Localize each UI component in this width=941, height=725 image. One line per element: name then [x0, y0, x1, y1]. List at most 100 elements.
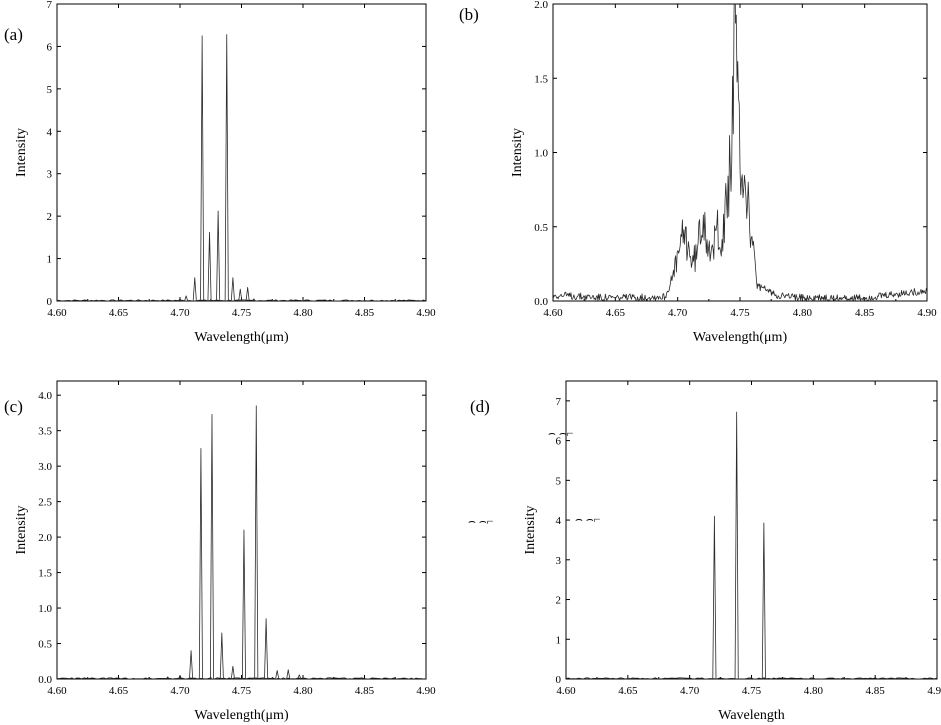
y-tick-label: 6	[556, 436, 562, 448]
x-tick-label: 4.90	[917, 307, 937, 319]
baseline-trace	[57, 299, 426, 301]
plot-frame	[56, 380, 427, 680]
spectral-peak	[245, 287, 250, 301]
x-tick-label: 4.70	[170, 307, 190, 319]
y-tick-label: 2.0	[38, 532, 52, 544]
series-group	[57, 34, 426, 301]
spectral-peak	[734, 411, 739, 679]
spectral-peak	[224, 34, 229, 301]
y-tick-label: 1	[556, 634, 562, 646]
x-tick-label: 4.60	[47, 685, 67, 697]
spectral-peak	[264, 618, 269, 679]
y-tick-label: 2.0	[534, 0, 548, 11]
x-tick-label: 4.65	[618, 685, 638, 697]
y-tick-label: 0	[556, 674, 562, 686]
x-axis-title: Wavelength(μm)	[194, 330, 289, 345]
spectral-peak	[254, 405, 259, 679]
y-tick-label: 5	[47, 84, 53, 96]
panel-label: (a)	[4, 25, 23, 44]
x-tick-label: 4.65	[109, 307, 129, 319]
x-tick-label: 4.70	[680, 685, 700, 697]
y-tick-label: 3.0	[38, 461, 52, 473]
y-tick-label: 1.5	[38, 568, 52, 580]
series-group	[57, 405, 426, 679]
y-tick-label: 2.5	[38, 497, 52, 509]
spectral-peak	[147, 677, 152, 679]
x-tick-label: 4.80	[804, 685, 824, 697]
x-tick-label: 4.75	[232, 685, 252, 697]
spectral-peak	[200, 35, 205, 301]
y-tick-label: 1.0	[38, 603, 52, 615]
y-tick-label: 1.5	[534, 73, 548, 85]
panel-label: (b)	[459, 5, 479, 24]
x-tick-label: 4.75	[742, 685, 762, 697]
x-tick-label: 4.90	[416, 307, 436, 319]
x-tick-label: 4.70	[668, 307, 688, 319]
spectral-peak	[230, 277, 235, 301]
spectral-peak	[178, 298, 182, 301]
y-tick-label: 2	[556, 595, 562, 607]
series-group	[553, 4, 927, 301]
panel-b: 4.60 4.65 4.70 4.75 4.80 4.85 4.90 0.0 0.5 1.0 1.5…	[459, 0, 937, 345]
spectral-peak	[712, 515, 717, 679]
spectral-peak	[165, 676, 170, 679]
y-tick-label: 3	[556, 555, 562, 567]
y-axis-title: Intensity	[523, 506, 538, 555]
spectral-peak	[761, 522, 766, 679]
y-tick-label: 6	[47, 41, 53, 53]
y-tick-label: 0	[47, 296, 53, 308]
x-tick-label: 4.60	[556, 685, 576, 697]
spectral-peak	[198, 448, 203, 679]
glyph-artifact: ⌢ ⌢⌐	[548, 426, 574, 440]
x-axis-title: Wavelength(μm)	[194, 708, 289, 723]
spectral-peak	[192, 277, 197, 301]
spectral-peak	[275, 670, 280, 679]
y-tick-label: 3	[47, 169, 53, 181]
x-tick-label: 4.85	[355, 307, 375, 319]
x-tick-label: 4.65	[109, 685, 129, 697]
spectral-peak	[251, 298, 256, 301]
y-axis-title: Intensity	[510, 128, 525, 177]
spectral-peak	[207, 231, 212, 301]
baseline-trace	[566, 677, 937, 679]
x-tick-label: 4.80	[293, 307, 313, 319]
y-tick-label: 4.0	[38, 390, 52, 402]
x-tick-label: 4.70	[170, 685, 190, 697]
x-tick-label: 4.60	[47, 307, 67, 319]
spectral-peak	[178, 675, 182, 679]
y-tick-label: 5	[556, 475, 562, 487]
x-tick-label: 4.75	[730, 307, 750, 319]
x-axis-title: Wavelength(μm)	[693, 330, 788, 345]
panel-d: 4.60 4.65 4.70 4.75 4.80 4.85 4.90 0 1 2 3 4 5 6 7 Wave…	[470, 380, 941, 723]
panel-c: 4.60 4.65 4.70 4.75 4.80 4.85 4.90 0.0 0.5 1.0 1.5…	[4, 380, 436, 723]
y-tick-label: 2	[47, 211, 53, 223]
y-tick-label: 0.5	[38, 639, 52, 651]
y-tick-label: 4	[556, 515, 562, 527]
x-tick-label: 4.60	[543, 307, 563, 319]
spectral-peak	[184, 295, 189, 301]
plot-frame	[565, 380, 938, 680]
y-tick-label: 0.0	[534, 296, 548, 308]
x-tick-label: 4.85	[855, 307, 875, 319]
x-tick-label: 4.65	[606, 307, 626, 319]
spectral-peak	[241, 529, 246, 679]
x-tick-label: 4.90	[927, 685, 941, 697]
spectral-peak	[238, 288, 243, 301]
panel-label: (d)	[470, 397, 490, 416]
y-tick-label: 0.5	[534, 222, 548, 234]
glyph-artifact: ⌢ ⌢⌐	[575, 512, 601, 526]
spectral-peak	[189, 650, 194, 679]
x-axis-title: Wavelength	[718, 708, 785, 723]
y-axis-title: Intensity	[14, 128, 29, 177]
x-tick-label: 4.85	[355, 685, 375, 697]
x-tick-label: 4.90	[416, 685, 436, 697]
baseline-trace	[57, 677, 426, 679]
x-tick-label: 4.80	[293, 685, 313, 697]
glyph-artifact: ⌢ ⌢⌐	[468, 514, 494, 528]
spectral-peak	[216, 210, 221, 301]
y-tick-label: 3.5	[38, 426, 52, 438]
y-tick-label: 7	[556, 396, 562, 408]
spectral-peak	[286, 669, 291, 679]
spectral-peak	[230, 665, 235, 679]
